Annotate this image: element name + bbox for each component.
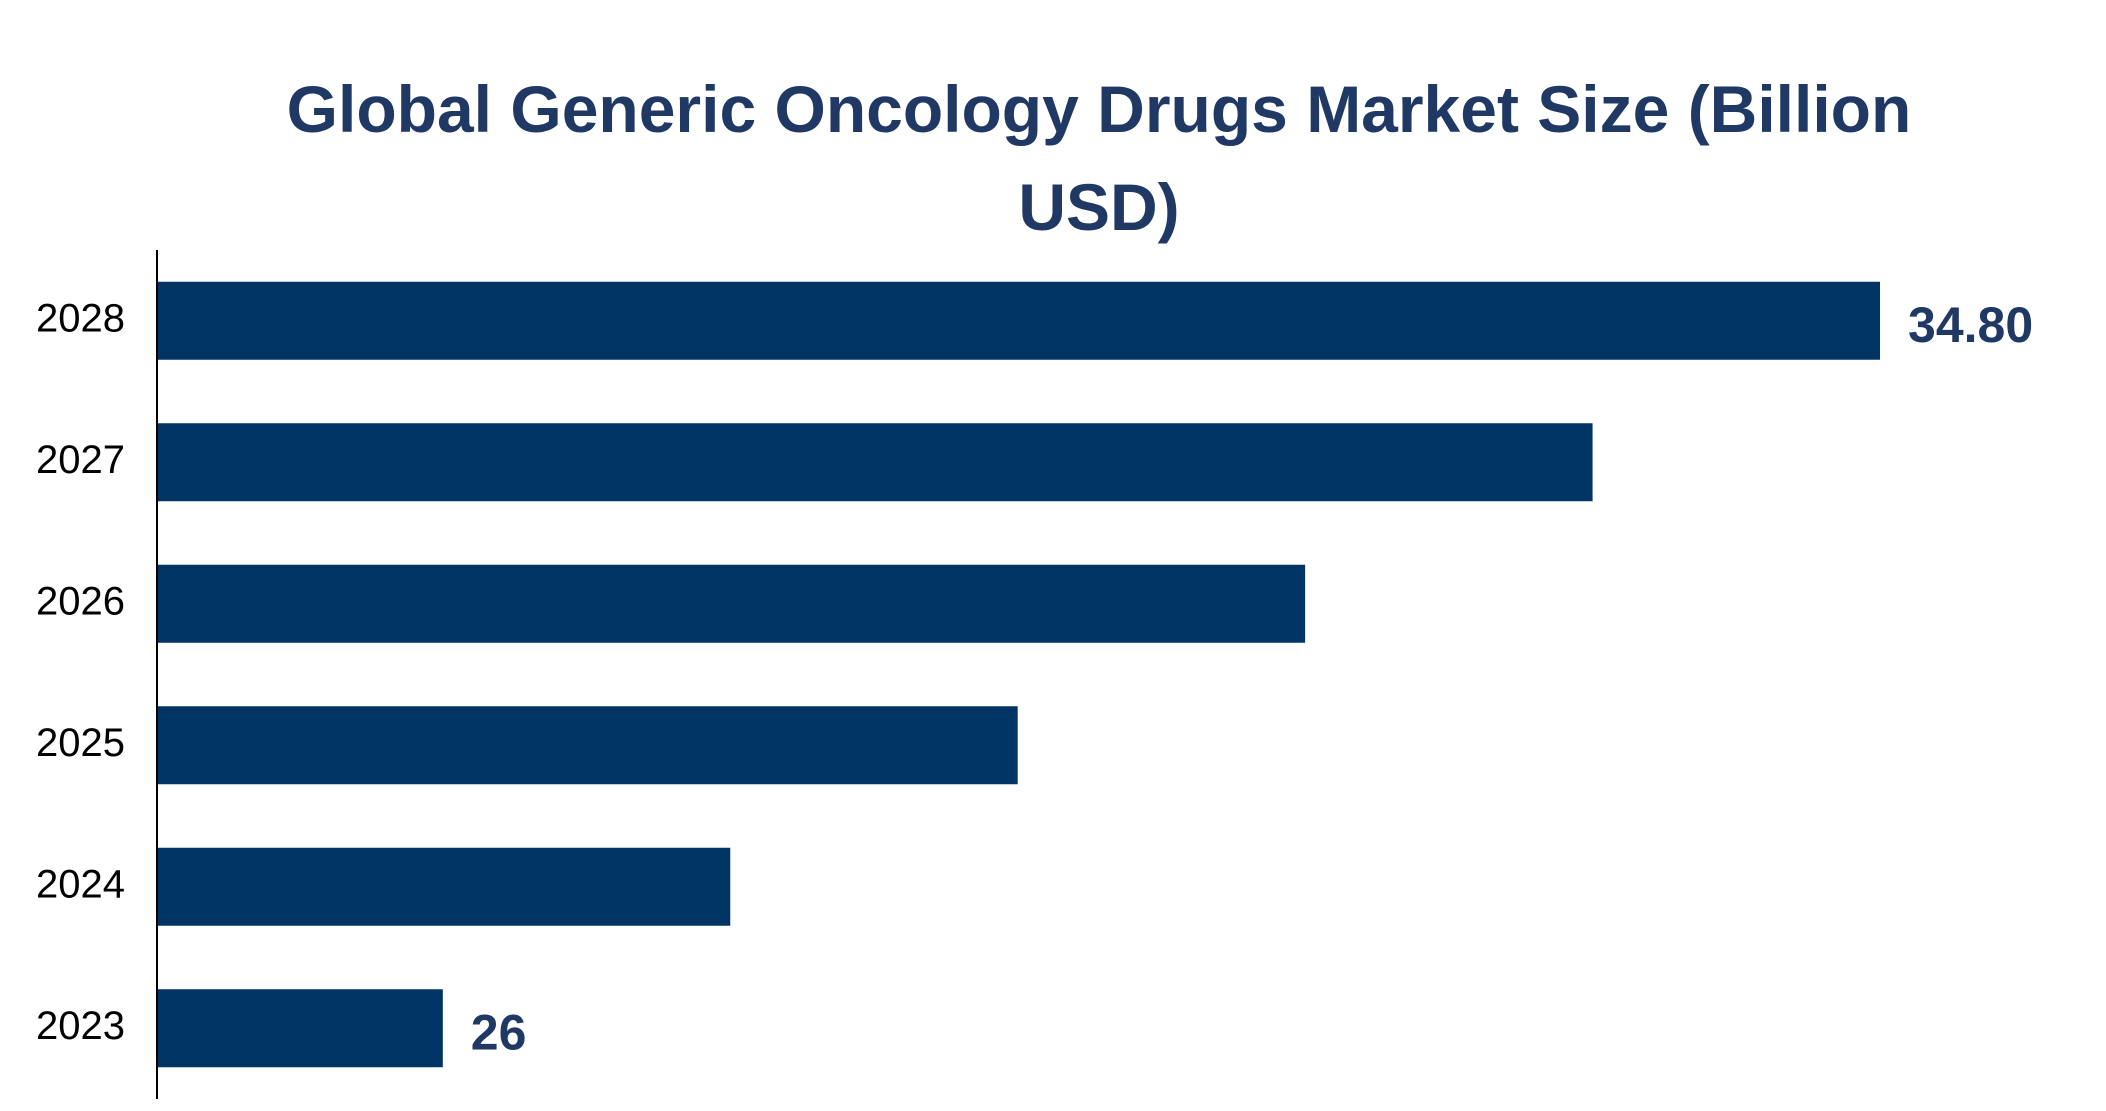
bar (157, 989, 443, 1068)
y-tick-label: 2023 (36, 1004, 125, 1048)
bar (157, 281, 1881, 360)
chart-title: Global Generic Oncology Drugs Market Siz… (286, 72, 1912, 244)
y-tick-label: 2024 (36, 862, 125, 906)
y-tick-label: 2027 (36, 438, 125, 482)
bar (157, 564, 1306, 643)
bar (157, 423, 1593, 502)
y-tick-label: 2025 (36, 721, 125, 765)
data-label: 34.80 (1908, 297, 2033, 353)
bar (157, 847, 731, 926)
bar (157, 706, 1018, 785)
data-label: 26 (471, 1004, 527, 1060)
y-tick-label: 2026 (36, 579, 125, 623)
y-tick-label: 2028 (36, 296, 125, 340)
